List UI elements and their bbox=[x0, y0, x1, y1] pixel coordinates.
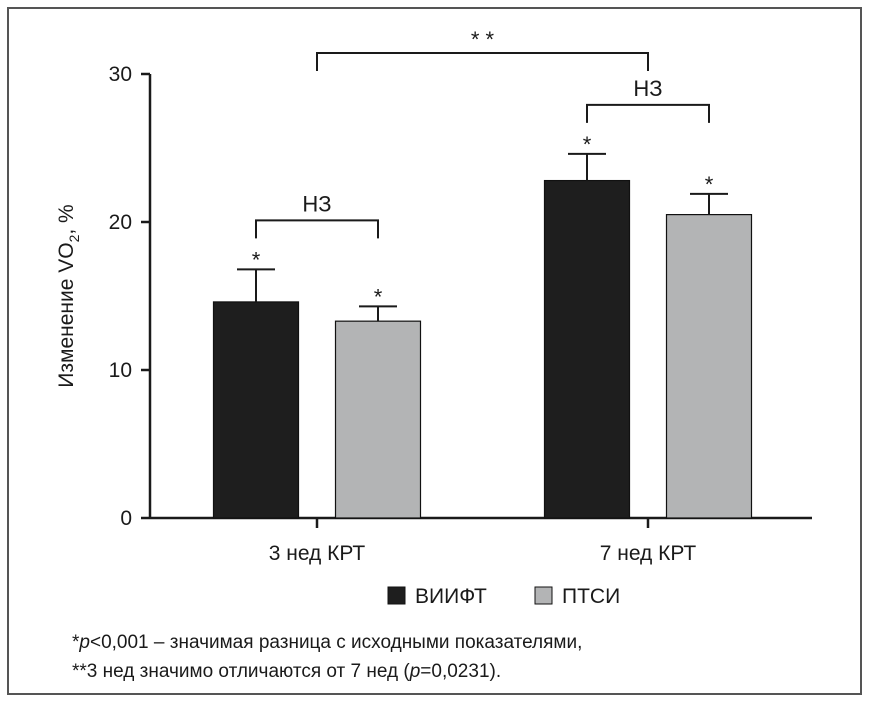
legend-label: ПТСИ bbox=[562, 585, 620, 608]
footnote-2: **3 нед значимо отличаются от 7 нед (p=0… bbox=[72, 661, 502, 682]
y-tick-label: 20 bbox=[109, 211, 132, 234]
bar bbox=[334, 320, 422, 519]
x-tick-label: 7 нед КРТ bbox=[600, 542, 697, 565]
y-tick-label: 10 bbox=[109, 359, 132, 382]
footnote-1: *p<0,001 – значимая разница с исходными … bbox=[72, 632, 583, 653]
legend-swatch bbox=[387, 586, 406, 605]
comparison-bracket bbox=[586, 103, 710, 123]
comparison-label: * * bbox=[471, 27, 495, 52]
y-tick-label: 30 bbox=[109, 63, 132, 86]
comparison-label: НЗ bbox=[302, 191, 331, 216]
bar bbox=[543, 179, 631, 519]
y-axis-title: Изменение VO2, % bbox=[55, 204, 82, 387]
significance-mark: * bbox=[705, 172, 714, 197]
figure-frame bbox=[7, 7, 862, 695]
legend-swatch bbox=[534, 586, 553, 605]
footnotes: *p<0,001 – значимая разница с исходными … bbox=[72, 628, 582, 686]
legend-label: ВИИФТ bbox=[415, 585, 487, 608]
y-tick-label: 0 bbox=[120, 507, 132, 530]
significance-mark: * bbox=[583, 132, 592, 157]
significance-mark: * bbox=[374, 284, 383, 309]
comparison-label: НЗ bbox=[633, 76, 662, 101]
x-tick-label: 3 нед КРТ bbox=[269, 542, 366, 565]
significance-mark: * bbox=[252, 247, 261, 272]
comparison-bracket bbox=[255, 219, 379, 239]
comparison-bracket bbox=[316, 52, 649, 71]
bar bbox=[212, 301, 300, 519]
bar bbox=[665, 214, 753, 519]
